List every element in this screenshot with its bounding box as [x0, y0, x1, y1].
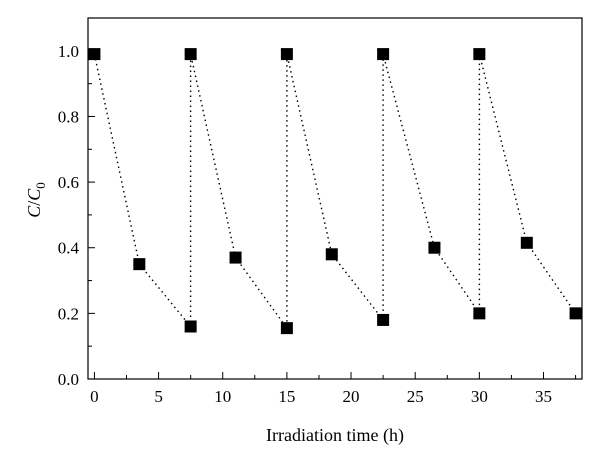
series-line	[93, 53, 577, 331]
y-tick-label: 0.8	[58, 107, 79, 126]
x-tick-label: 35	[535, 387, 552, 406]
data-point	[377, 313, 390, 326]
axis-ticks	[88, 17, 577, 380]
x-tick-label: 30	[471, 387, 488, 406]
data-point	[133, 258, 146, 271]
x-tick-label: 20	[343, 387, 360, 406]
data-point	[428, 241, 441, 254]
data-point	[569, 307, 582, 320]
data-point	[184, 48, 197, 61]
y-tick-label: 1.0	[58, 42, 79, 61]
y-tick-label: 0.0	[58, 370, 79, 389]
x-axis-title: Irradiation time (h)	[266, 425, 404, 446]
data-point	[280, 322, 293, 335]
x-tick-label: 5	[154, 387, 163, 406]
data-point	[520, 236, 533, 249]
plot-frame	[87, 17, 583, 380]
data-point	[325, 248, 338, 261]
data-point	[377, 48, 390, 61]
y-tick-label: 0.2	[58, 304, 79, 323]
data-point	[184, 320, 197, 333]
y-tick-label: 0.4	[58, 239, 80, 258]
x-tick-label: 10	[214, 387, 231, 406]
x-tick-label: 25	[407, 387, 424, 406]
x-tick-label: 15	[278, 387, 295, 406]
y-axis-title: C/C0	[24, 182, 48, 218]
data-point	[280, 48, 293, 61]
data-point	[88, 48, 101, 61]
series-markers	[88, 48, 582, 335]
data-point	[229, 251, 242, 264]
y-tick-label: 0.6	[58, 173, 79, 192]
data-point	[473, 48, 486, 61]
axis-tick-labels: 0 5 10 15 20 25 30 35 0.0 0.2 0.4 0.6 0.8 1.0	[58, 42, 552, 406]
data-point	[473, 307, 486, 320]
x-tick-label: 0	[90, 387, 99, 406]
